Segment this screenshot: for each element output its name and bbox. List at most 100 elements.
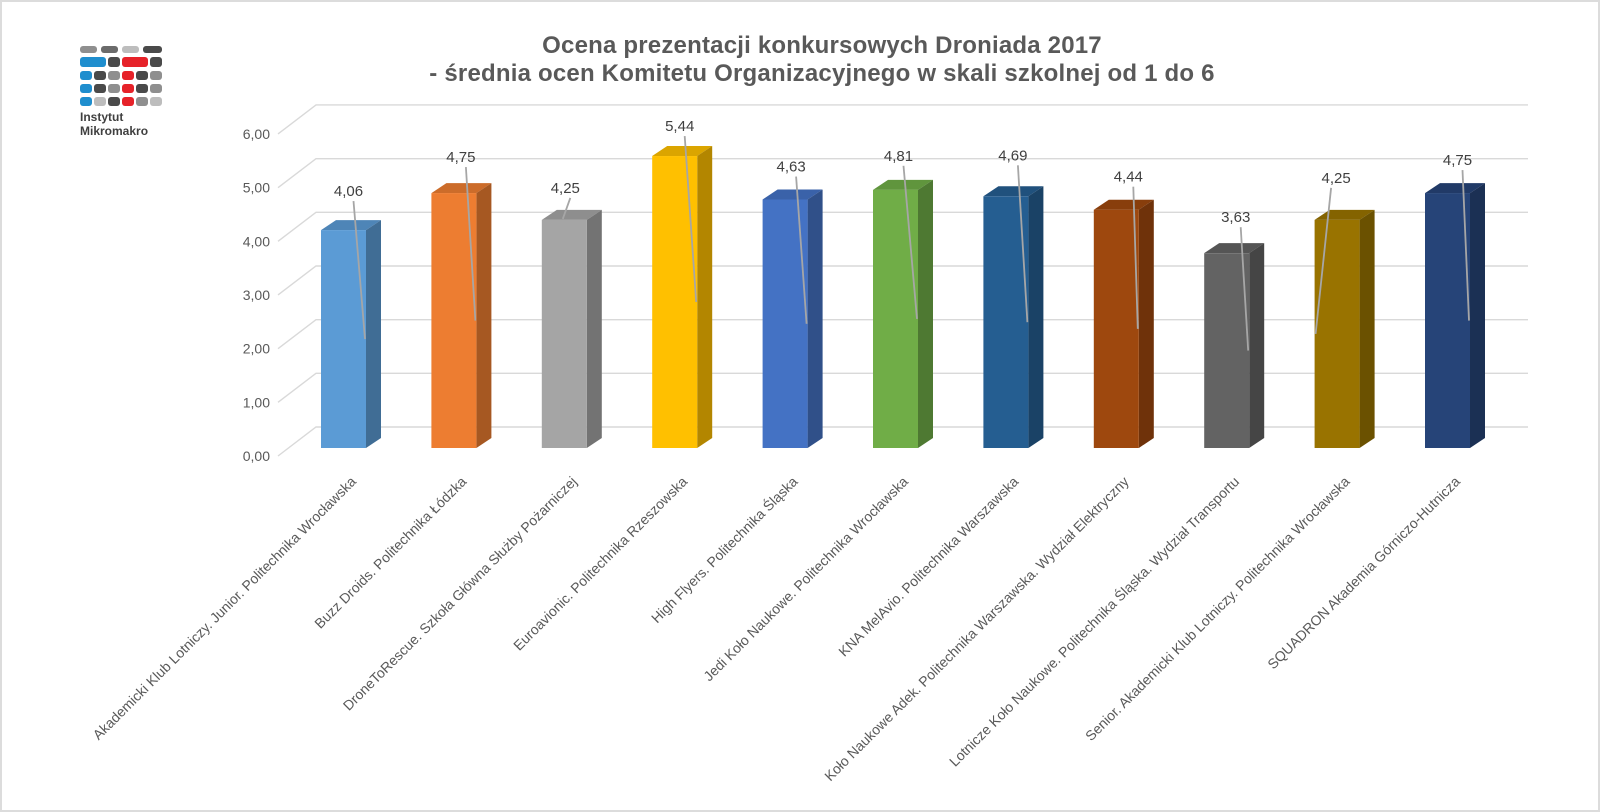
logo-text: Instytut Mikromakro [80,110,190,138]
bar-top-face [541,209,602,220]
bar-front-face [1425,193,1470,448]
bar-front-face [1204,253,1250,448]
logo-pill [150,97,162,106]
data-label: 4,44 [1114,169,1143,186]
logo-pill [80,71,92,80]
category-label: Senior. Akademicki Klub Lotniczy. Polite… [1082,473,1353,744]
logo-pill [80,57,106,67]
leader-line [683,135,698,303]
logo-pill [122,57,148,67]
bar-top-face [1314,209,1375,220]
logo-mikromakro: Instytut Mikromakro [80,46,190,138]
bar-side-face [366,220,381,448]
logo-text-line1: Instytut [80,110,124,124]
logo-text-line2: Mikromakro [80,124,149,138]
logo-pill [108,57,120,67]
bar-side-face [918,179,933,449]
logo-pill [143,46,162,53]
bar-top-face [321,220,381,231]
logo-pill [136,71,148,80]
logo-pill [80,84,92,93]
y-tick-label: 2,00 [243,341,270,357]
bar-top-face [1093,199,1154,210]
data-label: 5,44 [665,118,694,135]
bar-side-face [1249,243,1265,448]
bar-side-face [1470,183,1485,448]
logo-pill [80,97,92,106]
bar-top-face [762,189,823,200]
chart-title-line2: - średnia ocen Komitetu Organizacyjnego … [429,60,1215,87]
logo-pill [150,57,162,67]
logo-pill [108,71,120,80]
leader-line [561,197,572,220]
y-tick-label: 6,00 [243,126,270,142]
bar-side-face [476,183,492,448]
bar-top-face [983,186,1044,197]
data-label: 4,06 [334,183,363,200]
data-label: 4,63 [776,159,805,176]
bar-front-face [983,196,1029,448]
logo-pill [122,84,134,93]
leader-line [1314,187,1332,335]
category-label: Jedi Koło Naukowe. Politechnika Wrocławs… [700,473,911,684]
logo-pill [94,97,106,106]
logo-pill [108,97,120,106]
bar-side-face [586,209,602,448]
bar-top-face [431,183,492,194]
gridline [277,157,1528,189]
data-label: 4,81 [884,148,913,165]
gridline [277,104,1528,135]
category-label: Euroavionic. Politechnika Rzeszowska [510,473,690,653]
logo-pill [122,71,134,80]
bar-side-face [1138,199,1154,448]
leader-line [795,176,808,324]
logo-pill [136,84,148,93]
bar-top-face [1425,183,1485,194]
leader-line [352,201,366,340]
logo-pill [80,46,97,53]
category-label: DroneToRescue. Szkoła Główna Służby Poża… [340,473,580,713]
data-label: 4,75 [446,149,475,166]
logo-pill [108,84,120,93]
bar-front-face [1314,219,1360,448]
logo-grid-icon [80,46,162,106]
bar-side-face [697,146,713,448]
bar-side-face [1028,186,1044,448]
bar-front-face [873,189,918,449]
leader-line [465,167,477,321]
chart-title-line1: Ocena prezentacji konkursowych Droniada … [542,32,1102,59]
chart-title: Ocena prezentacji konkursowych Droniada … [122,32,1522,88]
leader-line [902,165,918,320]
logo-pill [122,46,139,53]
bar-front-face [431,193,477,448]
y-tick-label: 1,00 [243,394,270,410]
logo-pill [136,97,148,106]
logo-pill [150,84,162,93]
data-label: 4,69 [998,147,1027,164]
bar-top-face [652,146,713,157]
y-tick-label: 3,00 [243,287,270,303]
data-label: 4,75 [1443,152,1472,169]
bar-top-face [1204,243,1265,254]
leader-line [1017,165,1029,323]
bar-side-face [1359,209,1375,448]
bar-front-face [541,219,587,448]
leader-line [1239,227,1250,351]
leader-line [1132,186,1139,329]
data-label: 3,63 [1221,209,1250,226]
bar-top-face [873,179,933,190]
bar-front-face [652,156,698,448]
y-tick-label: 5,00 [243,180,270,196]
logo-pill [101,46,118,53]
bar-side-face [807,189,823,448]
logo-pill [150,71,162,80]
category-label: SQUADRON Akademia Górniczo-Hutnicza [1264,473,1463,672]
leader-line [1461,170,1470,321]
data-label: 4,25 [551,180,580,197]
data-label: 4,25 [1321,170,1350,187]
logo-pill [122,97,134,106]
category-label: KNA MelAvio. Politechnika Warszawska [835,473,1021,659]
category-label: Akademicki Klub Lotniczy. Junior. Polite… [89,473,359,743]
